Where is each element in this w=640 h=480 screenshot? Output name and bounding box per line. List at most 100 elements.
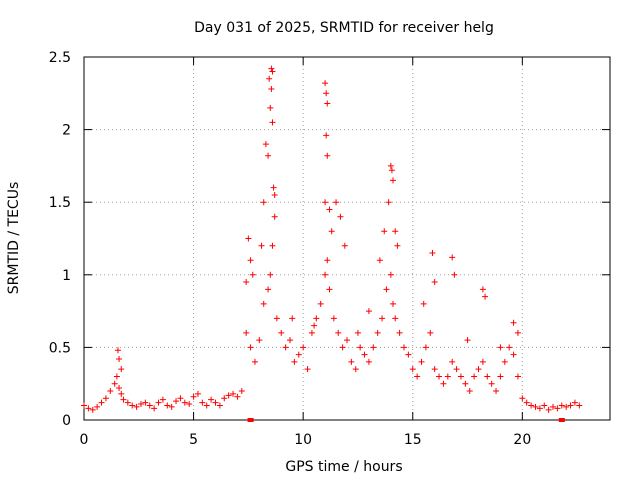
data-point	[567, 402, 574, 409]
data-point	[510, 319, 517, 326]
x-tick-label: 15	[404, 432, 422, 448]
data-point	[506, 344, 513, 351]
data-point	[89, 406, 96, 413]
data-point	[116, 385, 123, 392]
data-point	[265, 286, 272, 293]
data-point	[341, 242, 348, 249]
data-point	[457, 373, 464, 380]
data-point	[348, 358, 355, 365]
data-point	[81, 402, 87, 409]
data-point	[514, 373, 521, 380]
data-point	[267, 104, 274, 111]
data-point	[304, 366, 311, 373]
data-point	[387, 271, 394, 278]
data-point	[120, 396, 127, 403]
data-point	[203, 402, 210, 409]
data-point	[571, 399, 578, 406]
data-point	[394, 242, 401, 249]
data-point	[330, 315, 337, 322]
data-point	[475, 366, 482, 373]
x-axis-label: GPS time / hours	[285, 459, 402, 475]
data-point	[326, 286, 333, 293]
data-point	[221, 395, 228, 402]
data-point	[225, 392, 232, 399]
data-point	[365, 358, 372, 365]
data-point	[102, 395, 109, 402]
data-point	[392, 315, 399, 322]
data-point	[519, 395, 526, 402]
data-point	[308, 329, 315, 336]
data-point	[471, 373, 478, 380]
data-point	[576, 402, 583, 409]
data-point	[558, 402, 565, 409]
data-point	[388, 167, 395, 174]
data-point	[514, 329, 521, 336]
data-point	[541, 402, 548, 409]
data-point	[545, 406, 552, 413]
data-point	[262, 141, 269, 148]
data-point	[230, 390, 237, 397]
data-points	[81, 65, 583, 413]
data-point	[311, 322, 318, 329]
data-point	[379, 315, 386, 322]
data-point	[482, 293, 489, 300]
data-point	[317, 300, 324, 307]
data-point	[271, 213, 278, 220]
data-point	[111, 380, 118, 387]
data-point	[381, 228, 388, 235]
data-point	[326, 206, 333, 213]
data-point	[429, 250, 436, 257]
data-point	[324, 257, 331, 264]
data-point	[436, 373, 443, 380]
data-point	[322, 199, 329, 206]
data-point	[273, 315, 280, 322]
data-point	[497, 344, 504, 351]
data-point	[107, 387, 114, 394]
data-point	[339, 344, 346, 351]
data-point	[322, 271, 329, 278]
x-tick-label: 10	[294, 432, 312, 448]
data-point	[271, 191, 278, 198]
data-point	[466, 387, 473, 394]
data-point	[113, 373, 120, 380]
data-point	[365, 308, 372, 315]
data-point	[497, 373, 504, 380]
data-point	[155, 399, 162, 406]
y-tick-label: 0.5	[49, 340, 71, 356]
data-point	[396, 329, 403, 336]
data-point	[392, 228, 399, 235]
data-point	[291, 358, 298, 365]
data-point	[328, 228, 335, 235]
data-point	[269, 242, 276, 249]
data-point	[420, 300, 427, 307]
data-point	[536, 405, 543, 412]
data-point	[337, 213, 344, 220]
data-point	[528, 402, 535, 409]
x-tick-label: 20	[513, 432, 531, 448]
data-point	[269, 68, 276, 75]
data-point	[190, 393, 197, 400]
data-point	[194, 390, 201, 397]
data-point	[453, 366, 460, 373]
data-point	[370, 344, 377, 351]
data-point	[493, 387, 500, 394]
plot-frame	[83, 56, 611, 421]
data-point	[164, 402, 171, 409]
data-point	[488, 380, 495, 387]
axis-ticks	[83, 56, 610, 421]
data-point	[300, 344, 307, 351]
data-point	[256, 337, 263, 344]
data-point	[208, 396, 215, 403]
data-point	[282, 344, 289, 351]
data-point	[427, 329, 434, 336]
data-point	[287, 337, 294, 344]
y-tick-label: 2	[62, 123, 71, 139]
data-point	[118, 390, 125, 397]
data-point	[186, 401, 193, 408]
data-point	[199, 399, 206, 406]
data-point	[243, 279, 250, 286]
data-point	[510, 351, 517, 358]
data-point	[400, 344, 407, 351]
data-point	[390, 177, 397, 184]
data-point	[168, 403, 175, 410]
